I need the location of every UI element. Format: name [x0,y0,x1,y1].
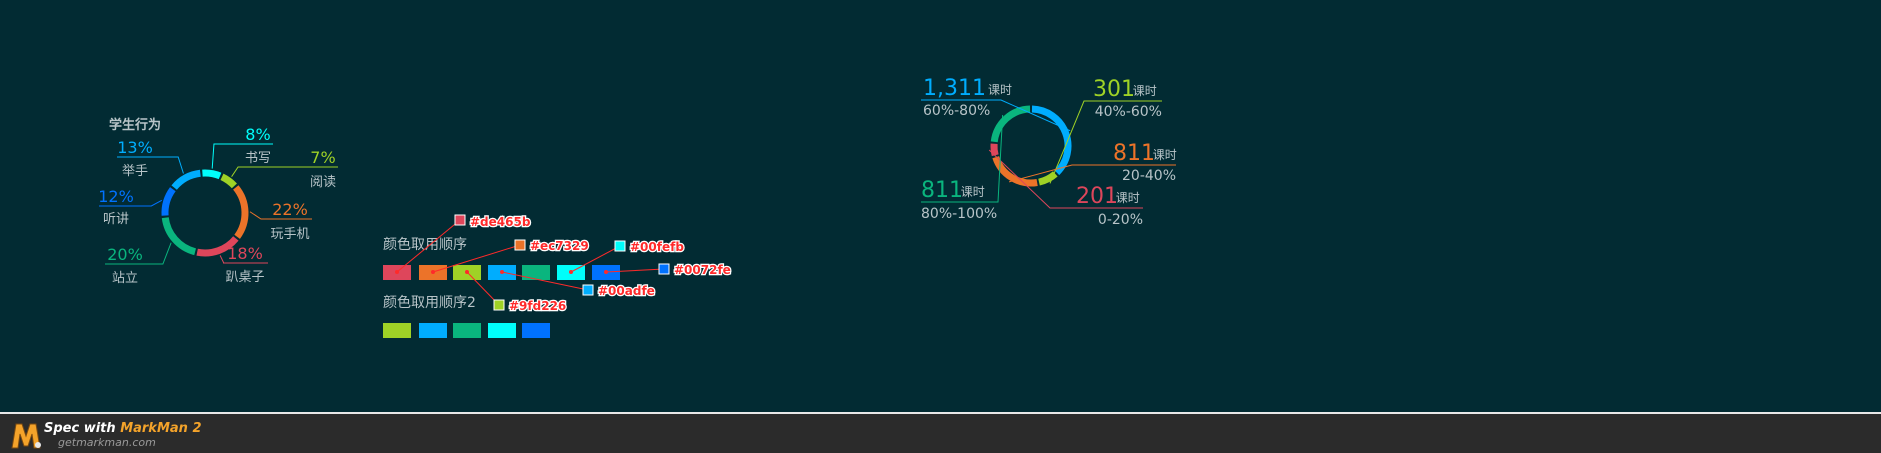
behavior-donut-slice-5 [161,217,197,256]
palette-swatch2-1 [419,323,447,338]
behavior-donut-slice-2 [220,173,237,189]
behavior-donut-slice-3 [232,185,249,239]
hours-unit-2: 课时 [1153,148,1177,162]
behavior-value-6: 12% [98,187,134,206]
hours-leader-1 [1049,100,1162,184]
hours-donut-slice-3 [990,143,999,157]
hours-donut-slice-0 [1031,105,1072,176]
hours-value-2: 811 [1113,141,1155,166]
hours-donut-slice-1 [1038,171,1058,186]
behavior-label-0: 举手 [122,164,148,179]
annotation-swatch-1 [514,239,526,251]
hours-range-1: 40%-60% [1095,104,1162,120]
behavior-value-1: 8% [245,125,270,144]
hours-leader-0 [921,99,1071,132]
behavior-leader-0 [117,156,184,174]
hours-unit-3: 课时 [1116,191,1140,205]
annotation-line-2 [570,245,621,273]
annotation-label-5: #9fd226 [509,299,566,313]
hours-leader-4 [921,115,1004,203]
palette-swatch2-3 [488,323,516,338]
annotation-dot-5 [465,270,469,274]
markman-site: getmarkman.com [58,436,156,449]
behavior-label-3: 玩手机 [270,227,309,242]
behavior-label-5: 站立 [112,271,138,286]
annotation-label-0: #de465b [470,215,531,229]
behavior-value-3: 22% [272,200,308,219]
palette-order1-title: 颜色取用顺序 [383,236,467,253]
behavior-donut-slice-0 [171,169,201,190]
annotation-label-2: #00fefb [630,240,684,254]
annotation-swatch-2 [614,240,626,252]
hours-leader-3 [988,149,1143,209]
annotation-label-3: #0072fe [674,263,731,277]
markman-footer: Spec with MarkMan 2 getmarkman.com [0,412,1881,453]
behavior-chart-title: 学生行为 [109,117,161,133]
annotation-line-0 [396,219,461,273]
hours-donut-slice-4 [990,105,1031,143]
hours-value-0: 1,311 [923,76,986,101]
behavior-label-1: 书写 [245,151,271,166]
behavior-label-4: 趴桌子 [225,270,264,285]
annotation-swatch-4 [582,284,594,296]
markman-brand: MarkMan 2 [120,421,202,436]
annotation-dot-1 [431,270,435,274]
hours-value-4: 811 [921,178,963,203]
behavior-value-2: 7% [310,148,335,167]
behavior-value-0: 13% [117,138,153,157]
behavior-leader-2 [231,166,338,177]
hours-donut-slice-2 [992,155,1038,187]
annotation-label-4: #00adfe [598,284,655,298]
behavior-leader-1 [211,143,273,169]
annotation-dot-3 [604,270,608,274]
hours-value-3: 201 [1076,184,1118,209]
annotation-dot-2 [569,270,573,274]
annotation-dot-0 [395,270,399,274]
spec-with-label: Spec with MarkMan 2 [44,421,202,436]
behavior-leader-6 [99,199,163,207]
behavior-leader-3 [249,211,312,220]
spec-prefix: Spec with [44,421,121,436]
annotation-swatch-5 [493,299,505,311]
annotation-swatch-0 [454,214,466,226]
behavior-label-2: 阅读 [310,175,336,190]
palette-order2-title: 颜色取用顺序2 [383,294,476,311]
hours-range-3: 0-20% [1098,212,1143,228]
annotation-line-3 [605,268,665,273]
canvas: 学生行为 13% 举手 8% 书写 7% 阅读 22% 玩手机 18% 趴桌子 20% 站立 12% 听讲 1… [98,76,1177,338]
behavior-donut-slice-1 [202,169,222,180]
annotation-line-4 [501,271,589,291]
annotation-dot-4 [500,270,504,274]
hours-unit-4: 课时 [961,185,985,199]
behavior-value-4: 18% [227,244,263,263]
palette-swatch2-2 [453,323,481,338]
hours-leader-2 [1008,164,1176,183]
palette-swatch-4 [522,265,550,280]
hours-range-0: 60%-80% [923,103,990,119]
behavior-value-5: 20% [107,245,143,264]
hours-unit-1: 课时 [1133,84,1157,98]
hours-range-2: 20-40% [1122,168,1176,184]
palette-swatch2-4 [522,323,550,338]
palette-swatch2-0 [383,323,411,338]
behavior-label-6: 听讲 [103,212,129,227]
behavior-leader-5 [105,242,172,265]
hours-value-1: 301 [1093,77,1135,102]
annotation-swatch-3 [658,263,670,275]
annotation-label-1: #ec7329 [530,239,589,253]
hours-range-4: 80%-100% [921,206,997,222]
behavior-donut-slice-4 [196,236,239,257]
behavior-leader-4 [219,255,268,264]
annotation-line-1 [432,244,521,273]
markman-logo-icon [11,423,41,449]
behavior-donut-slice-6 [161,187,176,216]
hours-unit-0: 课时 [988,83,1012,97]
